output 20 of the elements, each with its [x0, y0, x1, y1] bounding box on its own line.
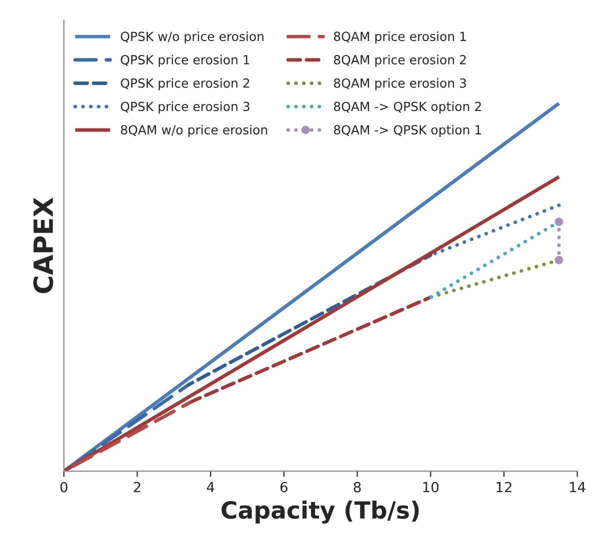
- legend-label: 8QAM price erosion 1: [334, 31, 466, 44]
- legend-label: QPSK w/o price erosion: [120, 31, 264, 44]
- legend-label: 8QAM price erosion 2: [334, 54, 466, 67]
- x-tick-label: 12: [496, 482, 512, 492]
- x-tick-label: 10: [423, 482, 439, 492]
- legend-label: 8QAM w/o price erosion: [120, 124, 268, 137]
- x-tick-label: 2: [134, 482, 140, 492]
- x-tick-label: 6: [280, 482, 288, 492]
- legend-label: QPSK price erosion 3: [120, 101, 250, 114]
- x-tick-label: 0: [60, 482, 68, 492]
- x-axis-title: Capacity (Tb/s): [222, 500, 419, 524]
- legend-label: 8QAM -> QPSK option 1: [334, 124, 481, 137]
- legend-label: QPSK price erosion 2: [120, 78, 250, 90]
- legend-label: 8QAM price erosion 3: [334, 78, 466, 90]
- x-tick-label: 4: [206, 482, 214, 492]
- x-tick-label: 14: [570, 482, 586, 492]
- legend-label: 8QAM -> QPSK option 2: [334, 101, 481, 114]
- y-axis-title: CAPEX: [33, 197, 54, 294]
- x-tick-label: 8: [354, 482, 361, 492]
- legend-label: QPSK price erosion 1: [120, 54, 250, 67]
